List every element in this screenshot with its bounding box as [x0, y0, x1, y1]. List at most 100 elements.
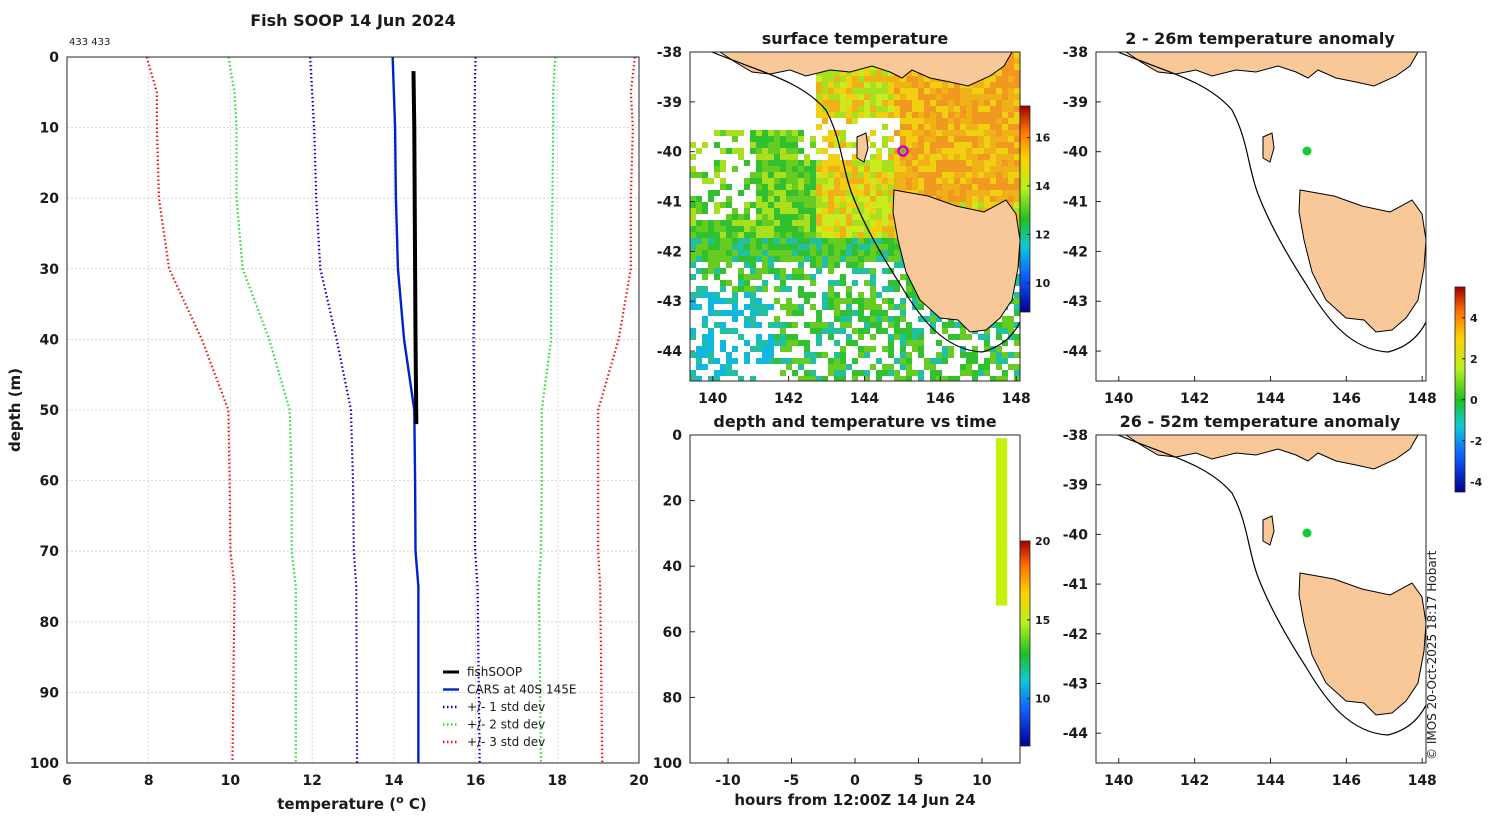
sst-pixel — [762, 232, 768, 238]
std2-lower-line — [227, 56, 297, 763]
sst-pixel — [1002, 196, 1008, 202]
sst-pixel — [714, 232, 720, 238]
sst-pixel — [864, 76, 870, 82]
sst-pixel — [774, 208, 780, 214]
anomaly-upper-x-ticks: 140 142 144 146 148 — [1104, 376, 1437, 407]
sst-pixel — [840, 256, 846, 262]
sst-pixel — [714, 250, 720, 256]
sst-pixel — [990, 124, 996, 130]
sst-pixel — [900, 124, 906, 130]
sst-pixel — [852, 310, 858, 316]
sst-pixel — [828, 250, 834, 256]
depth-time-y-tick-label: 20 — [663, 494, 683, 510]
sst-pixel — [798, 136, 804, 142]
sst-pixel — [870, 76, 876, 82]
sst-pixel — [900, 352, 906, 358]
sst-pixel — [882, 124, 888, 130]
sst-pixel — [984, 88, 990, 94]
sst-pixel — [822, 94, 828, 100]
anomaly-lower-tasmania — [1298, 572, 1426, 716]
sst-pixel — [696, 286, 702, 292]
sst-pixel — [720, 322, 726, 328]
sst-pixel — [1002, 376, 1008, 381]
profile-y-tick-label: 60 — [40, 474, 60, 490]
sst-pixel — [804, 190, 810, 196]
sst-pixel — [1002, 82, 1008, 88]
sst-pixel — [972, 352, 978, 358]
sst-pixel — [864, 298, 870, 304]
sst-pixel — [834, 100, 840, 106]
sst-pixel — [912, 160, 918, 166]
sst-pixel — [732, 370, 738, 376]
sst-pixel — [900, 94, 906, 100]
sst-pixel — [756, 142, 762, 148]
depth-time-panel: depth and temperature vs time -10 -5 0 5 10 … — [653, 412, 1051, 809]
sst-pixel — [828, 190, 834, 196]
depth-time-x-tick-label: 10 — [972, 773, 992, 789]
sst-pixel — [816, 82, 822, 88]
sst-pixel — [846, 304, 852, 310]
sst-pixel — [756, 202, 762, 208]
sst-pixel — [816, 178, 822, 184]
sst-pixel — [762, 202, 768, 208]
sst-pixel — [846, 262, 852, 268]
sst-pixel — [822, 118, 828, 124]
sst-pixel — [786, 310, 792, 316]
sst-pixel — [864, 322, 870, 328]
sst-pixel — [804, 292, 810, 298]
sst-pixel — [696, 268, 702, 274]
sst-pixel — [858, 94, 864, 100]
sst-pixel — [780, 202, 786, 208]
sst-pixel — [720, 268, 726, 274]
profile-y-tick-label: 20 — [40, 191, 60, 207]
sst-pixel — [960, 364, 966, 370]
sst-pixel — [834, 202, 840, 208]
sst-pixel — [792, 202, 798, 208]
sst-pixel — [834, 256, 840, 262]
sst-pixel — [774, 334, 780, 340]
anomaly-upper-x-tick-label: 140 — [1104, 391, 1133, 407]
sst-pixel — [918, 130, 924, 136]
sst-pixel — [702, 220, 708, 226]
sst-pixel — [768, 214, 774, 220]
sst-pixel — [696, 202, 702, 208]
sst-pixel — [822, 322, 828, 328]
sst-pixel — [798, 172, 804, 178]
sst-pixel — [984, 166, 990, 172]
sst-pixel — [978, 154, 984, 160]
sst-pixel — [876, 76, 882, 82]
sst-pixel — [708, 262, 714, 268]
sst-pixel — [924, 124, 930, 130]
sst-pixel — [966, 130, 972, 136]
sst-pixel — [900, 262, 906, 268]
sst-pixel — [990, 76, 996, 82]
sst-pixel — [714, 172, 720, 178]
sst-pixel — [858, 196, 864, 202]
sst-pixel — [858, 184, 864, 190]
sst-pixel — [846, 202, 852, 208]
sst-pixel — [942, 190, 948, 196]
sst-pixel — [966, 112, 972, 118]
sst-pixel — [882, 100, 888, 106]
sst-pixel — [756, 160, 762, 166]
sst-pixel — [1014, 310, 1020, 316]
sst-pixel — [966, 184, 972, 190]
sst-pixel — [840, 226, 846, 232]
sst-pixel — [972, 196, 978, 202]
sst-pixel — [936, 130, 942, 136]
sst-pixel — [816, 214, 822, 220]
sst-pixel — [840, 136, 846, 142]
sst-pixel — [1002, 94, 1008, 100]
sst-pixel — [990, 172, 996, 178]
sst-pixel — [984, 82, 990, 88]
sst-pixel — [888, 166, 894, 172]
sst-pixel — [774, 184, 780, 190]
sst-pixel — [870, 184, 876, 190]
sst-pixel — [966, 172, 972, 178]
anomaly-upper-x-tick-label: 144 — [1256, 391, 1285, 407]
sst-pixel — [924, 88, 930, 94]
sst-pixel — [972, 148, 978, 154]
sst-pixel — [876, 322, 882, 328]
sst-pixel — [882, 244, 888, 250]
